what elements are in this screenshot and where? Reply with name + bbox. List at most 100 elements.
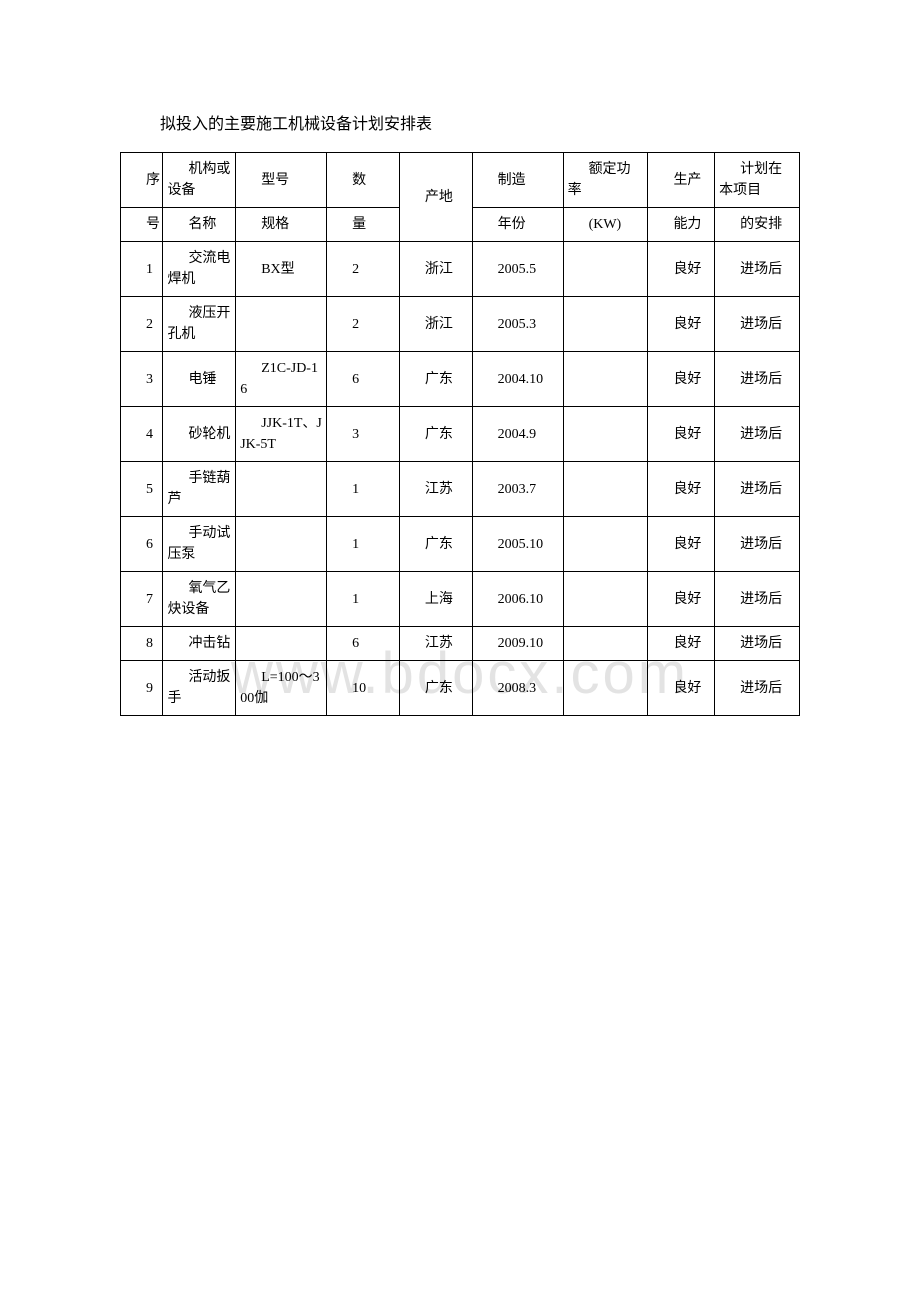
cell-name: 手链葫芦 — [163, 462, 236, 517]
cell-model: Z1C-JD-16 — [236, 352, 327, 407]
cell-name: 手动试压泵 — [163, 517, 236, 572]
cell-qty: 1 — [327, 572, 400, 627]
cell-year: 2005.10 — [472, 517, 563, 572]
cell-name: 交流电焊机 — [163, 242, 236, 297]
cell-arrange: 进场后 — [715, 517, 800, 572]
cell-arrange: 进场后 — [715, 462, 800, 517]
cell-capacity: 良好 — [648, 297, 715, 352]
cell-name: 活动扳手 — [163, 661, 236, 716]
cell-seq: 9 — [121, 661, 163, 716]
cell-model: BX型 — [236, 242, 327, 297]
cell-capacity: 良好 — [648, 352, 715, 407]
header-qty: 数 — [327, 153, 400, 208]
cell-qty: 10 — [327, 661, 400, 716]
header-year: 年份 — [472, 208, 563, 242]
table-row: 8 冲击钻 6 江苏 2009.10 良好 进场后 — [121, 627, 800, 661]
cell-capacity: 良好 — [648, 572, 715, 627]
cell-year: 2008.3 — [472, 661, 563, 716]
cell-origin: 广东 — [399, 517, 472, 572]
cell-origin: 江苏 — [399, 627, 472, 661]
cell-qty: 1 — [327, 462, 400, 517]
cell-seq: 4 — [121, 407, 163, 462]
cell-arrange: 进场后 — [715, 661, 800, 716]
header-kw: (KW) — [563, 208, 648, 242]
header-seq: 序 — [121, 153, 163, 208]
cell-capacity: 良好 — [648, 627, 715, 661]
cell-model — [236, 517, 327, 572]
cell-seq: 1 — [121, 242, 163, 297]
cell-name: 氧气乙炔设备 — [163, 572, 236, 627]
cell-seq: 5 — [121, 462, 163, 517]
cell-power — [563, 242, 648, 297]
cell-power — [563, 297, 648, 352]
header-production: 生产 — [648, 153, 715, 208]
header-equipment: 机构或设备 — [163, 153, 236, 208]
cell-model — [236, 627, 327, 661]
table-title: 拟投入的主要施工机械设备计划安排表 — [120, 110, 800, 134]
cell-arrange: 进场后 — [715, 352, 800, 407]
header-arrange: 的安排 — [715, 208, 800, 242]
cell-capacity: 良好 — [648, 661, 715, 716]
cell-qty: 6 — [327, 352, 400, 407]
cell-arrange: 进场后 — [715, 627, 800, 661]
cell-power — [563, 352, 648, 407]
cell-seq: 3 — [121, 352, 163, 407]
cell-power — [563, 627, 648, 661]
header-spec: 规格 — [236, 208, 327, 242]
table-row: 3 电锤 Z1C-JD-16 6 广东 2004.10 良好 进场后 — [121, 352, 800, 407]
cell-power — [563, 462, 648, 517]
cell-origin: 广东 — [399, 407, 472, 462]
cell-seq: 7 — [121, 572, 163, 627]
cell-origin: 广东 — [399, 661, 472, 716]
cell-model — [236, 462, 327, 517]
cell-seq: 2 — [121, 297, 163, 352]
cell-model: JJK-1T、JJK-5T — [236, 407, 327, 462]
cell-power — [563, 572, 648, 627]
cell-qty: 1 — [327, 517, 400, 572]
cell-arrange: 进场后 — [715, 407, 800, 462]
header-plan: 计划在本项目 — [715, 153, 800, 208]
cell-origin: 上海 — [399, 572, 472, 627]
cell-qty: 3 — [327, 407, 400, 462]
cell-name: 电锤 — [163, 352, 236, 407]
table-row: 5 手链葫芦 1 江苏 2003.7 良好 进场后 — [121, 462, 800, 517]
cell-seq: 8 — [121, 627, 163, 661]
cell-name: 砂轮机 — [163, 407, 236, 462]
cell-origin: 广东 — [399, 352, 472, 407]
cell-origin: 江苏 — [399, 462, 472, 517]
table-row: 4 砂轮机 JJK-1T、JJK-5T 3 广东 2004.9 良好 进场后 — [121, 407, 800, 462]
header-manufacture: 制造 — [472, 153, 563, 208]
equipment-table: 序 机构或设备 型号 数 产地 制造 额定功率 生产 计划在本项目 号 名称 规… — [120, 152, 800, 716]
cell-origin: 浙江 — [399, 297, 472, 352]
table-row: 9 活动扳手 L=100～300伽 10 广东 2008.3 良好 进场后 — [121, 661, 800, 716]
header-model: 型号 — [236, 153, 327, 208]
cell-seq: 6 — [121, 517, 163, 572]
table-row: 7 氧气乙炔设备 1 上海 2006.10 良好 进场后 — [121, 572, 800, 627]
cell-year: 2006.10 — [472, 572, 563, 627]
cell-origin: 浙江 — [399, 242, 472, 297]
cell-year: 2004.10 — [472, 352, 563, 407]
equipment-table-wrap: 序 机构或设备 型号 数 产地 制造 额定功率 生产 计划在本项目 号 名称 规… — [120, 152, 800, 716]
cell-power — [563, 661, 648, 716]
header-power: 额定功率 — [563, 153, 648, 208]
cell-qty: 2 — [327, 297, 400, 352]
cell-capacity: 良好 — [648, 462, 715, 517]
cell-power — [563, 407, 648, 462]
header-seq-2: 号 — [121, 208, 163, 242]
cell-qty: 6 — [327, 627, 400, 661]
cell-year: 2005.3 — [472, 297, 563, 352]
cell-capacity: 良好 — [648, 242, 715, 297]
table-row: 2 液压开孔机 2 浙江 2005.3 良好 进场后 — [121, 297, 800, 352]
header-row-1: 序 机构或设备 型号 数 产地 制造 额定功率 生产 计划在本项目 — [121, 153, 800, 208]
cell-year: 2005.5 — [472, 242, 563, 297]
header-capacity: 能力 — [648, 208, 715, 242]
cell-qty: 2 — [327, 242, 400, 297]
cell-year: 2003.7 — [472, 462, 563, 517]
cell-arrange: 进场后 — [715, 242, 800, 297]
header-name: 名称 — [163, 208, 236, 242]
cell-capacity: 良好 — [648, 407, 715, 462]
table-row: 1 交流电焊机 BX型 2 浙江 2005.5 良好 进场后 — [121, 242, 800, 297]
cell-power — [563, 517, 648, 572]
cell-year: 2009.10 — [472, 627, 563, 661]
cell-model — [236, 572, 327, 627]
